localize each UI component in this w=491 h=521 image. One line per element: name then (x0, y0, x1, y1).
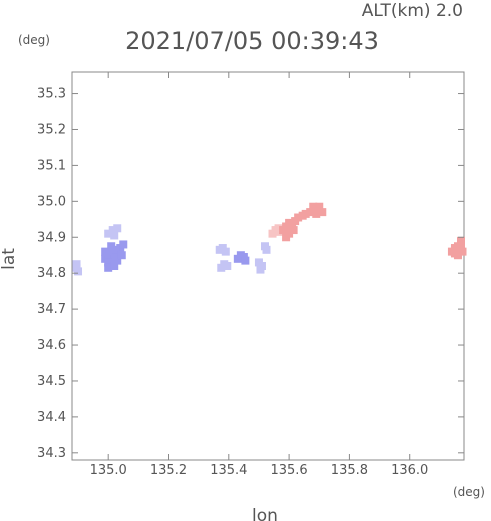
echo-cell (241, 256, 250, 265)
ticks-group: 135.0 135.2 135.4 135.6 135.8 136.0 34.3 34.4 34… (37, 72, 464, 478)
echo-cell (294, 213, 303, 222)
echo-cell (107, 247, 116, 256)
y-tick-label: 35.0 (37, 194, 66, 209)
y-tick-label: 34.3 (37, 446, 66, 461)
echo-cell (108, 226, 117, 235)
echo-cell (119, 240, 128, 249)
echo-cell (282, 233, 291, 242)
y-unit-label: (deg) (18, 33, 50, 47)
echo-cell (223, 262, 232, 270)
echo-cluster (72, 260, 83, 276)
echo-cell (309, 202, 318, 211)
echo-cell (110, 231, 119, 240)
y-axis-label: lat (0, 248, 19, 270)
echo-cell (221, 247, 230, 256)
echo-cell (72, 260, 81, 269)
echo-cell (217, 263, 226, 272)
data-marks-group (72, 202, 467, 276)
echo-cell (315, 202, 324, 211)
echo-cell (104, 258, 113, 267)
plot-frame (71, 71, 465, 461)
echo-cluster (101, 240, 128, 272)
echo-cluster (447, 236, 467, 260)
echo-cluster (104, 224, 122, 240)
y-tick-label: 35.3 (37, 87, 66, 102)
y-tick-label: 34.6 (37, 338, 66, 353)
echo-cell (306, 208, 315, 217)
echo-cell (113, 256, 122, 265)
echo-cell (450, 249, 459, 258)
x-tick-label: 135.6 (270, 463, 307, 478)
echo-cell (104, 229, 113, 238)
y-tick-label: 34.9 (37, 230, 66, 245)
x-tick-label: 136.0 (391, 463, 428, 478)
y-tick-label: 34.8 (37, 266, 66, 281)
echo-cluster (233, 251, 250, 265)
echo-cell (456, 236, 465, 245)
echo-cell (104, 263, 113, 272)
x-unit-label: (deg) (453, 485, 485, 499)
echo-cell (458, 247, 467, 256)
y-tick-label: 34.5 (37, 374, 66, 389)
echo-cell (107, 242, 116, 251)
echo-cell (262, 245, 271, 254)
echo-cell (117, 251, 126, 260)
echo-cell (113, 224, 122, 233)
y-tick-label: 34.4 (37, 410, 66, 425)
echo-cell (101, 247, 110, 256)
echo-cell (301, 209, 310, 218)
echo-cell (111, 245, 120, 254)
x-tick-label: 135.4 (210, 463, 247, 478)
x-tick-label: 135.2 (150, 463, 187, 478)
y-tick-label: 34.7 (37, 302, 66, 317)
echo-cluster (279, 202, 327, 242)
echo-cell (110, 262, 119, 270)
x-tick-label: 135.8 (331, 463, 368, 478)
altitude-label: ALT(km) 2.0 (362, 1, 463, 21)
echo-cell (318, 208, 327, 217)
y-tick-label: 35.2 (37, 122, 66, 137)
echo-cluster (254, 242, 271, 274)
timestamp-title: 2021/07/05 00:39:43 (125, 27, 379, 55)
echo-cluster (215, 244, 232, 272)
x-tick-label: 135.0 (90, 463, 127, 478)
x-axis-label: lon (252, 506, 278, 521)
y-tick-label: 35.1 (37, 158, 66, 173)
echo-cell (254, 258, 263, 267)
echo-cell (74, 267, 83, 276)
echo-cell (312, 209, 321, 218)
echo-cell (289, 226, 298, 235)
plot-frame-group (71, 71, 465, 461)
